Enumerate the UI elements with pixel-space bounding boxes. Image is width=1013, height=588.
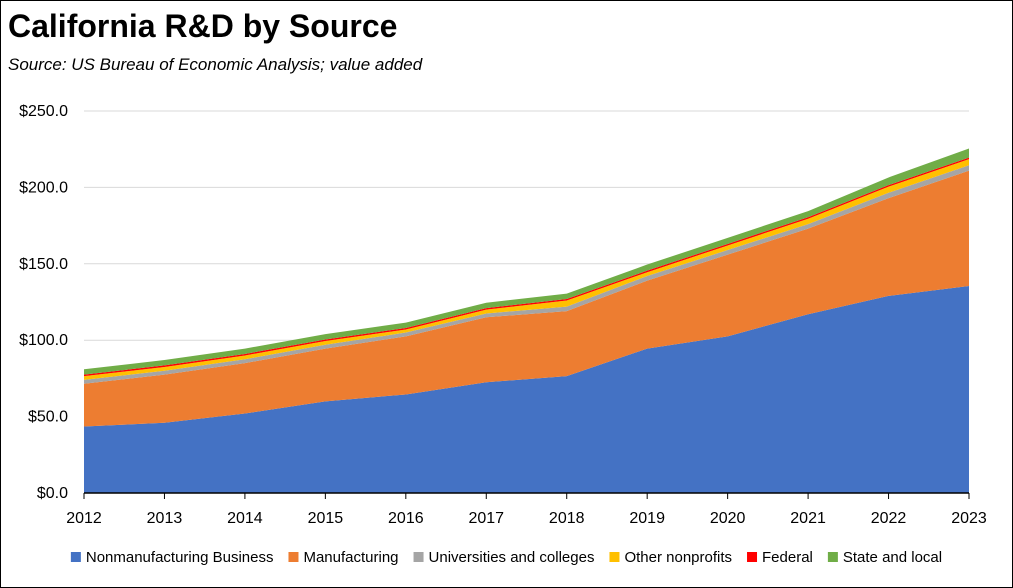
x-tick-label: 2017	[468, 510, 504, 527]
legend-swatch-manufacturing	[288, 552, 299, 562]
x-tick-label: 2015	[308, 510, 344, 527]
y-tick-label: $0.0	[37, 485, 68, 502]
legend-swatch-universities-and-colleges	[413, 552, 424, 562]
x-tick-label: 2016	[388, 510, 424, 527]
area-manufacturing	[84, 170, 969, 427]
chart-title: California R&D by Source	[8, 8, 398, 44]
legend-label-manufacturing: Manufacturing	[303, 549, 398, 566]
y-tick-label: $200.0	[19, 179, 68, 196]
y-tick-label: $100.0	[19, 332, 68, 349]
y-axis-ticks: $0.0 $50.0 $100.0 $150.0 $200.0 $250.0	[19, 103, 68, 502]
x-tick-label: 2014	[227, 510, 263, 527]
legend-label-other-nonprofits: Other nonprofits	[624, 549, 732, 566]
area-nonmanufacturing-business	[84, 285, 969, 493]
legend: Nonmanufacturing Business Manufacturing Un…	[70, 549, 942, 566]
x-tick-label: 2013	[147, 510, 183, 527]
x-tick-label: 2022	[871, 510, 907, 527]
y-tick-label: $250.0	[19, 103, 68, 120]
x-tick-label: 2018	[549, 510, 585, 527]
x-tick-label: 2023	[951, 510, 987, 527]
x-tick-label: 2021	[790, 510, 826, 527]
x-axis-ticks: 2012 2013 2014 2015 2016 2017 2018 2019 2020 2021…	[66, 493, 987, 527]
x-tick-label: 2012	[66, 510, 102, 527]
legend-label-state-and-local: State and local	[843, 549, 942, 566]
legend-swatch-other-nonprofits	[609, 552, 620, 562]
legend-swatch-federal	[747, 552, 758, 562]
legend-label-universities-and-colleges: Universities and colleges	[429, 549, 595, 566]
legend-label-federal: Federal	[762, 549, 813, 566]
chart-subtitle: Source: US Bureau of Economic Analysis; …	[8, 55, 423, 74]
legend-swatch-state-and-local	[827, 552, 838, 562]
x-tick-label: 2020	[710, 510, 746, 527]
y-tick-label: $150.0	[19, 256, 68, 273]
x-tick-label: 2019	[629, 510, 665, 527]
legend-label-nonmanufacturing-business: Nonmanufacturing Business	[86, 549, 274, 566]
legend-swatch-nonmanufacturing-business	[70, 552, 81, 562]
area-series	[84, 148, 969, 493]
y-tick-label: $50.0	[28, 409, 68, 426]
